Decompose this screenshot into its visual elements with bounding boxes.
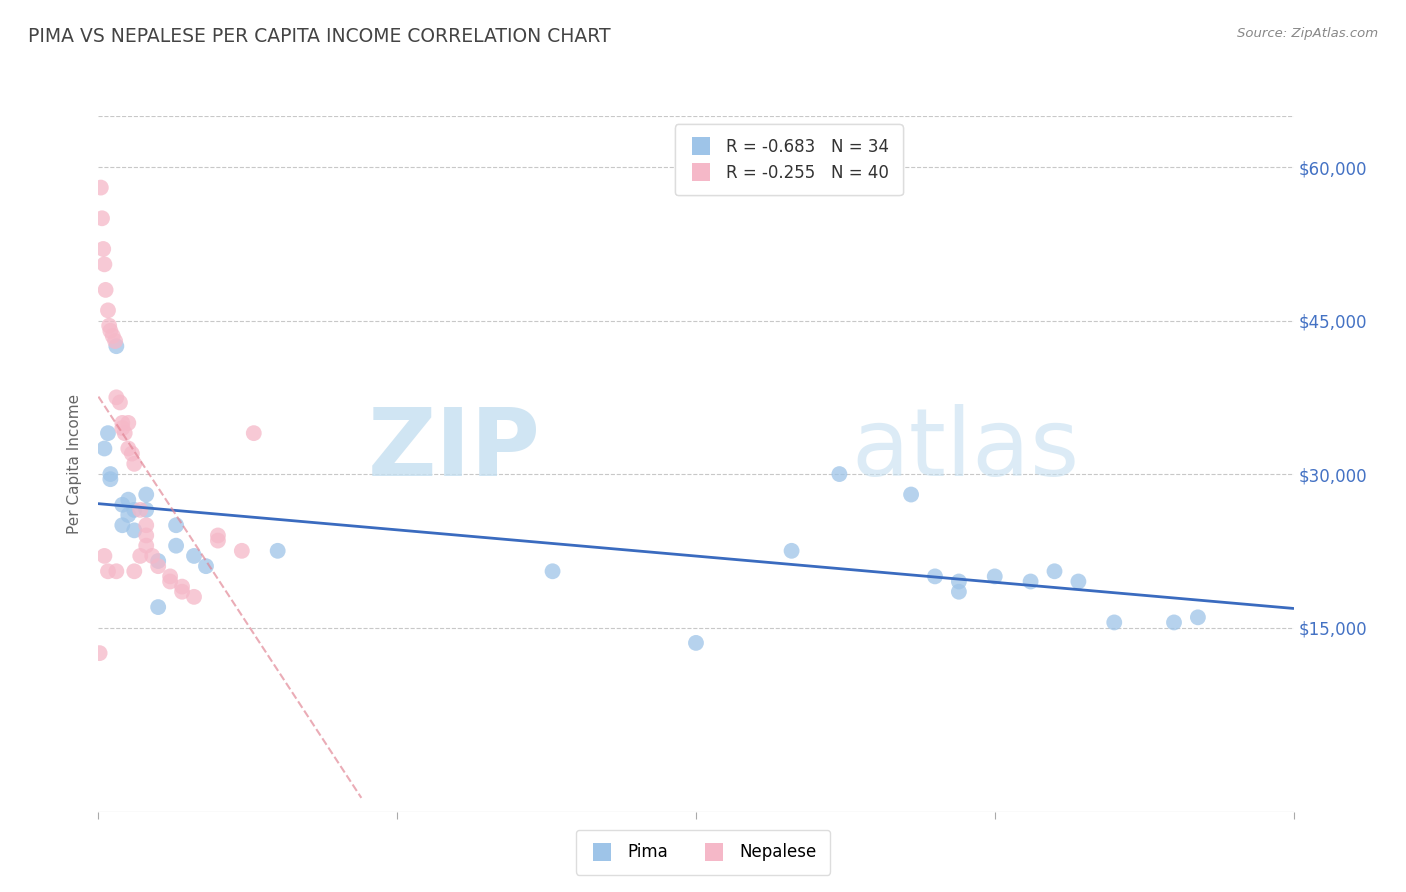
Point xyxy=(135,539,157,553)
Point xyxy=(183,590,205,604)
Point xyxy=(183,549,205,563)
Point xyxy=(98,467,122,481)
Text: ZIP: ZIP xyxy=(368,404,540,496)
Point xyxy=(141,549,163,563)
Point xyxy=(94,283,117,297)
Point xyxy=(948,584,970,599)
Legend: Pima, Nepalese: Pima, Nepalese xyxy=(575,830,831,875)
Point xyxy=(1102,615,1125,630)
Point xyxy=(111,416,134,430)
Point xyxy=(108,395,131,409)
Point xyxy=(135,528,157,542)
Point xyxy=(172,584,194,599)
Point xyxy=(1163,615,1185,630)
Y-axis label: Per Capita Income: Per Capita Income xyxy=(67,393,83,534)
Text: atlas: atlas xyxy=(852,404,1080,496)
Point xyxy=(541,564,564,578)
Point xyxy=(114,426,136,441)
Point xyxy=(165,518,187,533)
Point xyxy=(148,559,170,574)
Point xyxy=(129,549,152,563)
Point xyxy=(105,339,128,353)
Point xyxy=(685,636,707,650)
Point xyxy=(124,524,146,538)
Point xyxy=(93,549,115,563)
Point xyxy=(90,180,112,194)
Point xyxy=(117,508,139,522)
Point xyxy=(1019,574,1042,589)
Point xyxy=(207,528,229,542)
Point xyxy=(97,564,120,578)
Point xyxy=(117,416,139,430)
Point xyxy=(105,564,128,578)
Point xyxy=(97,303,120,318)
Point xyxy=(91,242,114,256)
Point xyxy=(194,559,218,574)
Point xyxy=(101,329,124,343)
Point xyxy=(93,257,115,271)
Point xyxy=(91,211,114,226)
Point xyxy=(121,447,143,461)
Point xyxy=(243,426,266,441)
Point xyxy=(89,646,111,660)
Point xyxy=(98,324,122,338)
Point xyxy=(924,569,946,583)
Point xyxy=(105,390,128,404)
Point xyxy=(780,543,803,558)
Point xyxy=(148,600,170,615)
Point xyxy=(135,487,157,501)
Point xyxy=(97,426,120,441)
Point xyxy=(124,457,146,471)
Point xyxy=(129,503,152,517)
Point xyxy=(159,574,181,589)
Point xyxy=(948,574,970,589)
Point xyxy=(900,487,922,501)
Point xyxy=(111,518,134,533)
Point xyxy=(148,554,170,568)
Point xyxy=(1043,564,1066,578)
Point xyxy=(172,580,194,594)
Point xyxy=(135,503,157,517)
Point xyxy=(1187,610,1209,624)
Point xyxy=(165,539,187,553)
Point xyxy=(828,467,851,481)
Point xyxy=(207,533,229,548)
Point xyxy=(98,472,122,486)
Point xyxy=(117,492,139,507)
Point xyxy=(117,442,139,456)
Text: Source: ZipAtlas.com: Source: ZipAtlas.com xyxy=(1237,27,1378,40)
Point xyxy=(124,564,146,578)
Point xyxy=(267,543,290,558)
Point xyxy=(984,569,1007,583)
Point xyxy=(98,318,121,333)
Point xyxy=(159,569,181,583)
Point xyxy=(104,334,127,348)
Point xyxy=(135,518,157,533)
Point xyxy=(93,442,115,456)
Point xyxy=(231,543,253,558)
Point xyxy=(1067,574,1090,589)
Point xyxy=(124,503,146,517)
Legend: R = -0.683   N = 34, R = -0.255   N = 40: R = -0.683 N = 34, R = -0.255 N = 40 xyxy=(675,124,903,195)
Point xyxy=(111,421,134,435)
Text: PIMA VS NEPALESE PER CAPITA INCOME CORRELATION CHART: PIMA VS NEPALESE PER CAPITA INCOME CORRE… xyxy=(28,27,610,45)
Point xyxy=(111,498,134,512)
